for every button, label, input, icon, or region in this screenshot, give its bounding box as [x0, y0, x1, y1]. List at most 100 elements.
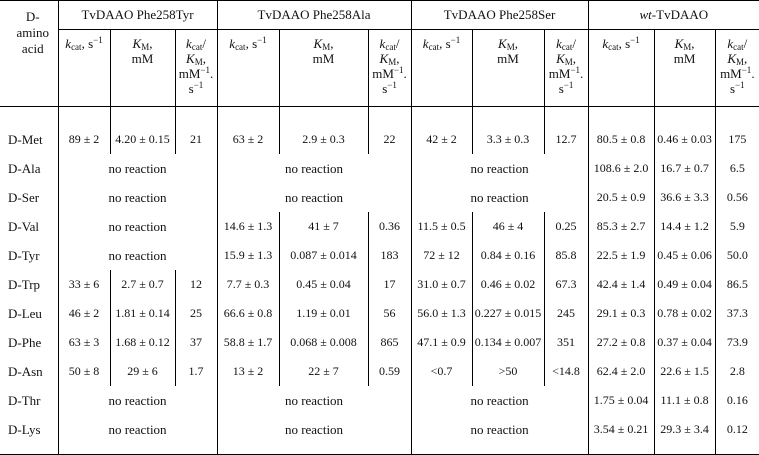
kcat-cell: 42.4 ± 1.4 [587, 270, 655, 299]
kcat-cell: 29.1 ± 0.3 [587, 299, 655, 328]
no-reaction-cell: no reaction [57, 415, 217, 444]
km-cell: 0.45 ± 0.06 [653, 241, 716, 270]
km-cell: 2.7 ± 0.7 [109, 270, 175, 299]
efficiency-cell: 21 [174, 125, 217, 154]
km-cell: 0.78 ± 0.02 [653, 299, 716, 328]
table-row: D-Trp 33 ± 6 2.7 ± 0.7 12 7.7 ± 0.3 0.45 ± 0.… [0, 270, 759, 299]
efficiency-cell: 0.36 [367, 212, 412, 241]
kcat-header: kcat, s−1 [216, 29, 279, 107]
efficiency-cell: 0.59 [367, 357, 412, 386]
kcat-cell: 56.0 ± 1.3 [410, 299, 473, 328]
kcat-cell: 22.5 ± 1.9 [587, 241, 655, 270]
km-cell: 0.134 ± 0.007 [471, 328, 545, 357]
km-cell: 29 ± 6 [109, 357, 175, 386]
table-row: D-Tyr no reaction 15.9 ± 1.3 0.087 ± 0.014 1… [0, 241, 759, 270]
group-name: TvDAAO Phe258Ala [257, 7, 371, 22]
efficiency-cell: 17 [367, 270, 412, 299]
efficiency-cell: 245 [543, 299, 589, 328]
km-cell: 4.20 ± 0.15 [109, 125, 175, 154]
efficiency-cell: 25 [174, 299, 217, 328]
kcat-cell: 14.6 ± 1.3 [216, 212, 279, 241]
kcat-cell: 46 ± 2 [57, 299, 110, 328]
km-header: KM, mM [471, 29, 545, 107]
spacer-row [0, 444, 759, 455]
kcat-cell: 15.9 ± 1.3 [216, 241, 279, 270]
no-reaction-cell: no reaction [410, 415, 589, 444]
efficiency-cell: 50.0 [714, 241, 759, 270]
group-header: TvDAAO Phe258Ser [410, 0, 589, 30]
kcat-cell: 89 ± 2 [57, 125, 110, 154]
amino-acid-cell: D-Thr [8, 392, 41, 408]
km-cell [278, 106, 368, 125]
column-header-row: kcat, s−1 KM, mM kcat/KM, mM−1. s−1 kcat, s−1 K… [0, 29, 759, 107]
amino-acid-cell: D-Ala [8, 160, 41, 176]
header-line: D- [25, 9, 40, 24]
km-header: KM, mM [278, 29, 368, 107]
kcat-cell: 108.6 ± 2.0 [587, 154, 655, 183]
efficiency-cell: 56 [367, 299, 412, 328]
km-cell: 22 ± 7 [278, 357, 368, 386]
kcat-cell [587, 444, 655, 455]
km-cell: 2.9 ± 0.3 [278, 125, 368, 154]
efficiency-cell: 12.7 [543, 125, 589, 154]
efficiency-cell [714, 444, 759, 455]
kcat-cell: 80.5 ± 0.8 [587, 125, 655, 154]
table-row: D-Thr no reaction no reaction no reaction 1.… [0, 386, 759, 415]
spacer-row [0, 106, 759, 126]
kcat-header: kcat, s−1 [410, 29, 473, 107]
spacer [0, 107, 58, 126]
km-cell: 36.6 ± 3.3 [653, 183, 716, 212]
efficiency-cell: 0.12 [714, 415, 759, 444]
amino-acid-cell: D-Lys [8, 421, 41, 437]
km-cell: 41 ± 7 [278, 212, 368, 241]
efficiency-cell: 73.9 [714, 328, 759, 357]
kcat-cell: 47.1 ± 0.9 [410, 328, 473, 357]
no-reaction-cell [216, 444, 412, 455]
kcat-cell: 33 ± 6 [57, 270, 110, 299]
kcat-cell: 62.4 ± 2.0 [587, 357, 655, 386]
group-header: TvDAAO Phe258Tyr [57, 0, 217, 30]
efficiency-cell: 22 [367, 125, 412, 154]
km-cell: 0.84 ± 0.16 [471, 241, 545, 270]
no-reaction-cell: no reaction [410, 386, 589, 415]
efficiency-cell: 175 [714, 125, 759, 154]
km-cell: 11.1 ± 0.8 [653, 386, 716, 415]
spacer [0, 444, 58, 455]
kcat-cell: 63 ± 3 [57, 328, 110, 357]
amino-acid-cell: D-Ser [8, 189, 40, 205]
no-reaction-cell: no reaction [410, 183, 589, 212]
table-row: D-Met 89 ± 2 4.20 ± 0.15 21 63 ± 2 2.9 ± 0.3 2… [0, 125, 759, 154]
table-row: D-Lys no reaction no reaction no reaction 3.… [0, 415, 759, 444]
group-header: wt-TvDAAO [587, 0, 759, 30]
kcat-cell: 13 ± 2 [216, 357, 279, 386]
no-reaction-cell [410, 444, 589, 455]
efficiency-cell: 5.9 [714, 212, 759, 241]
efficiency-cell: 0.25 [543, 212, 589, 241]
km-cell: 3.3 ± 0.3 [471, 125, 545, 154]
kcat-header: kcat, s−1 [57, 29, 110, 107]
km-cell [471, 106, 545, 125]
km-header: KM, mM [109, 29, 175, 107]
kcat-cell: 63 ± 2 [216, 125, 279, 154]
efficiency-cell: 0.56 [714, 183, 759, 212]
table-row: D-Ser no reaction no reaction no reaction 20… [0, 183, 759, 212]
km-cell: 0.46 ± 0.02 [471, 270, 545, 299]
no-reaction-cell [57, 444, 217, 455]
no-reaction-cell: no reaction [410, 154, 589, 183]
no-reaction-cell: no reaction [216, 154, 412, 183]
no-reaction-cell: no reaction [216, 183, 412, 212]
kcat-cell: 85.3 ± 2.7 [587, 212, 655, 241]
amino-acid-cell: D-Tyr [8, 247, 40, 263]
km-cell: >50 [471, 357, 545, 386]
kcat-cell: 66.6 ± 0.8 [216, 299, 279, 328]
table-row: D-Ala no reaction no reaction no reaction 10… [0, 154, 759, 183]
table-row: D-Phe 63 ± 3 1.68 ± 0.12 37 58.8 ± 1.7 0.068 … [0, 328, 759, 357]
group-header: TvDAAO Phe258Ala [216, 0, 412, 30]
table-row: D-Asn 50 ± 8 29 ± 6 1.7 13 ± 2 22 ± 7 0.59 <0.7… [0, 357, 759, 386]
km-cell: 0.087 ± 0.014 [278, 241, 368, 270]
efficiency-header: kcat/KM, mM−1. s−1 [543, 29, 589, 107]
kcat-cell: 7.7 ± 0.3 [216, 270, 279, 299]
amino-acid-cell: D-Trp [8, 276, 41, 292]
kcat-cell: 42 ± 2 [410, 125, 473, 154]
km-cell: 14.4 ± 1.2 [653, 212, 716, 241]
